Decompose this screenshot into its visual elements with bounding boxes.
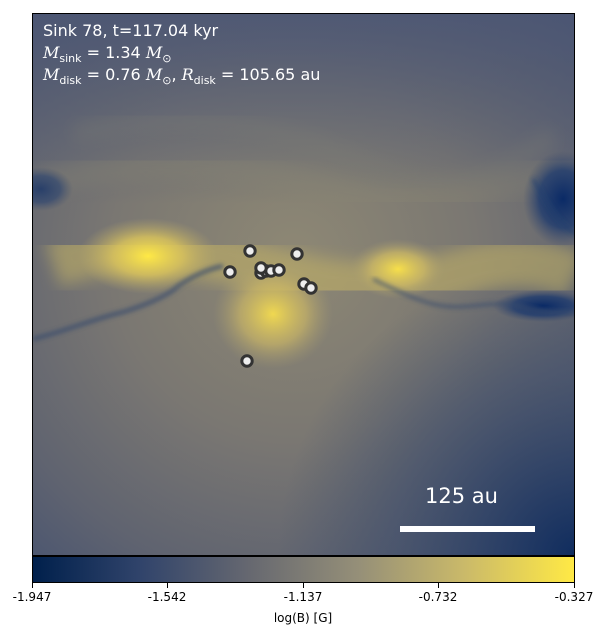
- sink-marker: [272, 263, 286, 277]
- sink-marker: [240, 354, 254, 368]
- disk-radius-symbol: R: [181, 65, 194, 84]
- sink-marker: [290, 247, 304, 261]
- sink-mass-unit: M: [145, 43, 163, 62]
- colorbar-tick: [574, 583, 575, 588]
- sink-marker: [223, 265, 237, 279]
- disk-properties-label: Mdisk = 0.76 M⊙, Rdisk = 105.65 au: [43, 65, 320, 91]
- sink-marker: [243, 244, 257, 258]
- colorbar-tick: [32, 583, 33, 588]
- magnetic-field-map: Sink 78, t=117.04 kyr Msink = 1.34 M⊙ Md…: [32, 13, 575, 556]
- colorbar-tick-label: -0.327: [554, 590, 594, 604]
- scale-bar-label: 125 au: [425, 484, 498, 508]
- colorbar: [32, 556, 575, 583]
- colorbar-tick-label: -1.947: [12, 590, 52, 604]
- sink-title: Sink 78, t=117.04 kyr: [43, 21, 219, 40]
- disk-mass-symbol: M: [43, 65, 60, 84]
- sink-marker: [254, 261, 268, 275]
- colorbar-label: log(B) [G]: [273, 611, 333, 625]
- colorbar-tick: [167, 583, 168, 588]
- disk-radius-subscript: disk: [193, 74, 216, 88]
- disk-mass-unit: M: [145, 65, 163, 84]
- colorbar-tick-label: -0.732: [418, 590, 458, 604]
- colorbar-tick-label: -1.137: [283, 590, 323, 604]
- disk-radius-value: = 105.65 au: [215, 65, 321, 84]
- colorbar-tick-label: -1.542: [147, 590, 187, 604]
- scale-bar: [400, 526, 535, 532]
- sink-markers: [223, 244, 318, 368]
- sink-mass-label: Msink = 1.34 M⊙: [43, 43, 171, 69]
- disk-mass-subscript: disk: [59, 74, 82, 88]
- colorbar-tick: [303, 583, 304, 588]
- disk-separator: ,: [171, 65, 182, 84]
- sink-mass-symbol: M: [43, 43, 60, 62]
- disk-mass-unit-subscript: ⊙: [162, 74, 172, 88]
- sink-mass-value: = 1.34: [81, 43, 146, 62]
- sink-mass-unit-subscript: ⊙: [162, 52, 172, 66]
- disk-mass-value: = 0.76: [81, 65, 146, 84]
- map-image: [33, 14, 574, 555]
- colorbar-tick: [438, 583, 439, 588]
- sink-marker: [304, 281, 318, 295]
- sink-mass-subscript: sink: [59, 52, 82, 66]
